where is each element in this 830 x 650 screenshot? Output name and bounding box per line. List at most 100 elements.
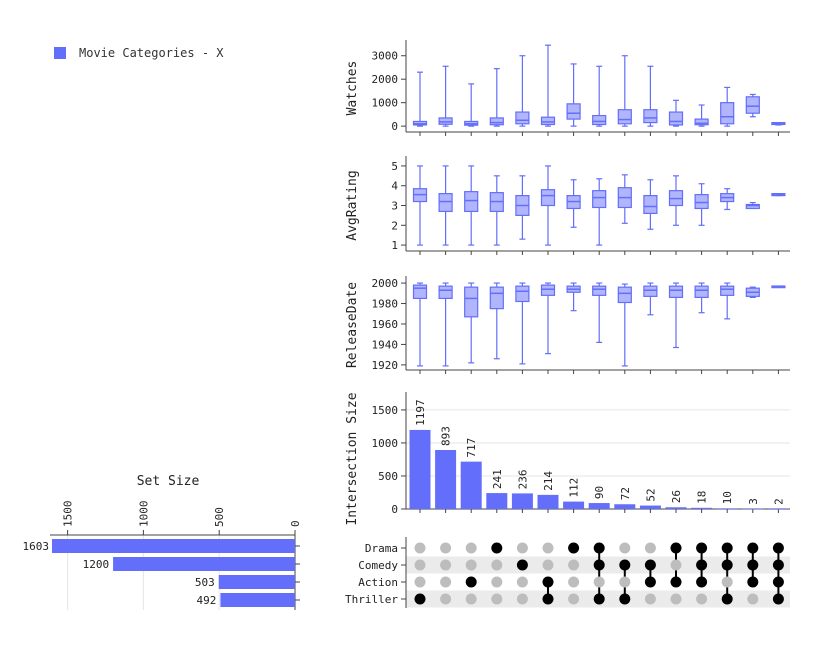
matrix-dot-empty [542, 542, 554, 554]
intersection-bar [665, 507, 687, 509]
box-iqr [668, 111, 684, 126]
matrix-dot-empty [568, 593, 580, 605]
intersection-bar-label: 52 [644, 488, 657, 501]
intersection-bar [614, 504, 636, 509]
box-iqr [694, 194, 709, 210]
membership-matrix: Drama Comedy Action Thriller [345, 537, 790, 608]
matrix-dot-filled [465, 576, 477, 588]
box [668, 175, 684, 226]
box [540, 282, 556, 355]
legend[interactable]: Movie Categories - X [54, 46, 224, 60]
box [720, 86, 735, 127]
matrix-dot-filled [542, 576, 554, 588]
box-iqr [694, 285, 709, 298]
intersection-bar [716, 508, 738, 510]
intersection-bar [639, 505, 661, 509]
box [592, 282, 607, 343]
box [566, 179, 581, 228]
matrix-dot-empty [414, 559, 426, 571]
matrix-dot-empty [465, 559, 477, 571]
box [438, 165, 453, 246]
box [464, 282, 479, 364]
box-iqr [489, 117, 504, 126]
matrix-dot-filled [644, 576, 656, 588]
matrix-dot-filled [619, 593, 631, 605]
box-iqr [438, 193, 453, 213]
box [643, 65, 658, 127]
intersection-bar-label: 72 [619, 487, 632, 500]
matrix-dot-empty [696, 593, 708, 605]
box [438, 282, 453, 367]
box-iqr [745, 96, 760, 114]
matrix-dot-filled [619, 559, 631, 571]
matrix-dot-empty [568, 576, 580, 588]
box-iqr [489, 286, 504, 310]
intersection-bar-label: 3 [747, 498, 760, 505]
matrix-dot-empty [670, 559, 682, 571]
matrix-dot-empty [619, 542, 631, 554]
box [592, 65, 607, 127]
matrix-dot-filled [772, 559, 784, 571]
matrix-dot-empty [644, 593, 656, 605]
box-iqr [540, 284, 556, 296]
box-iqr [412, 284, 428, 300]
x-tick-label: 0 [289, 520, 302, 527]
set-size-bar [51, 539, 295, 553]
box [566, 63, 581, 127]
matrix-dot-filled [593, 542, 605, 554]
y-axis-title: AvgRating [345, 170, 360, 240]
box-iqr [643, 195, 658, 215]
boxplot-panel-watches: 0 1000 2000 3000 Watches [345, 40, 790, 136]
set-size-bar [218, 575, 295, 589]
matrix-dot-empty [670, 593, 682, 605]
set-size-bar-label: 1603 [22, 540, 49, 553]
box-iqr [566, 103, 581, 120]
box-iqr [617, 286, 632, 304]
set-size-bar-label: 503 [195, 576, 215, 589]
matrix-dot-filled [670, 576, 682, 588]
x-tick-label: 1500 [62, 501, 75, 528]
matrix-dot-filled [593, 559, 605, 571]
intersection-bar [486, 493, 508, 509]
intersection-bar-label: 236 [516, 470, 529, 490]
box [643, 179, 658, 230]
matrix-dot-filled [772, 576, 784, 588]
box [720, 188, 735, 211]
y-tick-label: 1980 [372, 298, 399, 311]
box [643, 282, 658, 316]
matrix-dot-empty [747, 593, 759, 605]
y-tick-label: 4 [391, 180, 398, 193]
matrix-dot-filled [593, 593, 605, 605]
box [515, 282, 530, 365]
intersection-bar [409, 429, 431, 509]
box [515, 55, 530, 127]
y-tick-label: 2000 [372, 277, 399, 290]
box [464, 165, 479, 246]
intersection-bar [511, 493, 533, 509]
y-tick-label: 5 [391, 160, 398, 173]
box [694, 183, 709, 226]
box [540, 44, 556, 127]
matrix-dot-filled [644, 559, 656, 571]
matrix-dot-filled [747, 576, 759, 588]
box [515, 175, 530, 240]
set-label-comedy: Comedy [358, 559, 398, 572]
box-iqr [720, 285, 735, 296]
matrix-dot-filled [696, 542, 708, 554]
box-iqr [464, 286, 479, 318]
intersection-bar [435, 450, 457, 509]
matrix-dot-filled [696, 576, 708, 588]
matrix-dot-empty [491, 593, 503, 605]
y-tick-label: 1 [391, 239, 398, 252]
box-iqr [668, 285, 684, 298]
intersection-bar-label: 10 [721, 491, 734, 504]
box-iqr [745, 203, 760, 210]
matrix-dot-empty [465, 542, 477, 554]
box-iqr [643, 285, 658, 297]
y-tick-label: 1000 [372, 97, 399, 110]
box [668, 99, 684, 127]
box [412, 71, 428, 127]
matrix-dot-empty [440, 576, 452, 588]
